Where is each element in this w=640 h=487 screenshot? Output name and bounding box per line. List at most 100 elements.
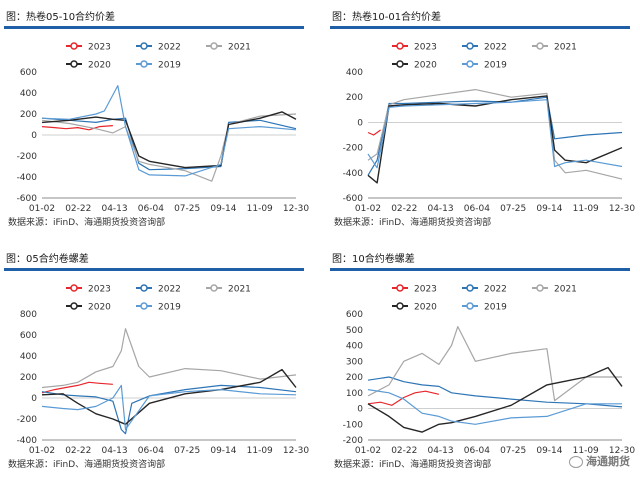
title-rule [330, 26, 630, 29]
series-line-2021 [367, 325, 622, 402]
source-note: 数据来源：iFinD、海通期货投资咨询部 [334, 218, 492, 228]
x-tick-label: 01-02 [355, 204, 381, 214]
y-tick-label: 400 [20, 89, 37, 99]
y-tick-label: -200 [17, 152, 38, 162]
y-tick-label: 0 [357, 118, 363, 128]
legend-marker [210, 284, 218, 292]
y-tick-label: 400 [346, 68, 363, 78]
x-tick-label: 07-25 [174, 446, 200, 456]
x-tick-label: 09-14 [536, 446, 562, 456]
legend-marker [140, 60, 148, 68]
legend-label: 2019 [158, 303, 181, 313]
x-tick-label: 12-30 [283, 446, 309, 456]
legend-label: 2020 [414, 303, 437, 313]
x-tick-label: 12-30 [609, 204, 635, 214]
series-line-2020 [367, 95, 623, 184]
legend-marker [536, 42, 544, 50]
y-tick-label: 100 [346, 389, 363, 399]
y-tick-label: 300 [346, 357, 363, 367]
title-rule [4, 268, 304, 271]
series-line-2023 [367, 129, 381, 136]
legend-label: 2023 [414, 43, 437, 53]
x-tick-label: 09-14 [536, 204, 562, 214]
x-tick-label: 01-02 [29, 204, 55, 214]
y-tick-label: -600 [17, 194, 38, 204]
y-tick-label: 0 [357, 405, 363, 415]
legend-marker [70, 60, 78, 68]
x-tick-label: 02-22 [391, 446, 417, 456]
legend-label: 2021 [228, 43, 251, 53]
y-tick-label: -400 [343, 169, 364, 179]
y-tick-label: -200 [343, 436, 364, 446]
legend-label: 2023 [414, 285, 437, 295]
x-tick-label: 07-25 [500, 204, 526, 214]
legend-label: 2021 [228, 285, 251, 295]
chart-title: 图：10合约卷螺差 [332, 254, 415, 265]
legend-marker [466, 60, 474, 68]
legend-label: 2021 [554, 43, 577, 53]
series-line-2019 [41, 384, 297, 431]
series-line-2023 [367, 390, 440, 406]
legend-label: 2020 [88, 303, 111, 313]
legend-marker [70, 42, 78, 50]
legend-marker [396, 284, 404, 292]
legend-marker [396, 42, 404, 50]
source-note: 数据来源：iFinD、海通期货投资咨询部 [8, 460, 166, 470]
y-tick-label: 800 [20, 310, 37, 320]
chart-title: 图：05合约卷螺差 [6, 254, 89, 265]
legend-marker [140, 284, 148, 292]
y-tick-label: 200 [346, 373, 363, 383]
x-tick-label: 11-09 [247, 204, 273, 214]
y-tick-label: 600 [20, 331, 37, 341]
series-line-2020 [367, 366, 623, 433]
wechat-icon [569, 456, 583, 468]
legend-marker [466, 284, 474, 292]
legend-marker [140, 42, 148, 50]
y-tick-label: 200 [20, 373, 37, 383]
y-tick-label: 600 [346, 310, 363, 320]
chart-title: 图：热卷10-01合约价差 [332, 12, 442, 23]
chart-panel-1: 图：热卷05-10合约价差 600 400 200 0 -200 -400 -600 01-0… [4, 2, 312, 234]
x-tick-label: 01-02 [29, 446, 55, 456]
y-tick-label: -600 [343, 194, 364, 204]
x-tick-label: 04-13 [427, 204, 453, 214]
y-tick-label: 400 [346, 342, 363, 352]
x-tick-label: 04-13 [427, 446, 453, 456]
legend-marker [536, 284, 544, 292]
y-tick-label: 200 [20, 110, 37, 120]
legend-marker [210, 42, 218, 50]
legend-label: 2022 [484, 43, 507, 53]
x-tick-label: 04-13 [101, 446, 127, 456]
chart-panel-2: 图：热卷10-01合约价差 400 200 0 -200 -400 -600 01-02 02… [330, 2, 638, 234]
source-note: 数据来源：iFinD、海通期货投资咨询部 [334, 460, 492, 470]
series-line-2019 [367, 389, 622, 425]
legend-marker [466, 42, 474, 50]
legend-label: 2021 [554, 285, 577, 295]
source-note: 数据来源：iFinD、海通期货投资咨询部 [8, 218, 166, 228]
title-rule [330, 268, 630, 271]
series-line-2019 [41, 84, 297, 177]
legend-label: 2019 [484, 61, 507, 71]
legend-marker [396, 60, 404, 68]
x-tick-label: 09-14 [210, 204, 236, 214]
x-tick-label: 12-30 [609, 446, 635, 456]
y-tick-label: 0 [31, 394, 37, 404]
legend-label: 2019 [158, 61, 181, 71]
y-tick-label: 600 [20, 68, 37, 78]
legend-label: 2023 [88, 43, 111, 53]
y-tick-label: 400 [20, 352, 37, 362]
series-line-2022 [367, 96, 623, 176]
x-tick-label: 09-14 [210, 446, 236, 456]
legend-label: 2022 [158, 285, 181, 295]
series-line-2020 [41, 111, 297, 169]
x-tick-label: 02-22 [65, 446, 91, 456]
legend-label: 2022 [158, 43, 181, 53]
y-tick-label: -400 [17, 436, 38, 446]
y-tick-label: 500 [346, 326, 363, 336]
x-tick-label: 11-09 [247, 446, 273, 456]
y-tick-label: 200 [346, 93, 363, 103]
watermark-text: 海通期货 [586, 455, 630, 468]
legend-label: 2022 [484, 285, 507, 295]
